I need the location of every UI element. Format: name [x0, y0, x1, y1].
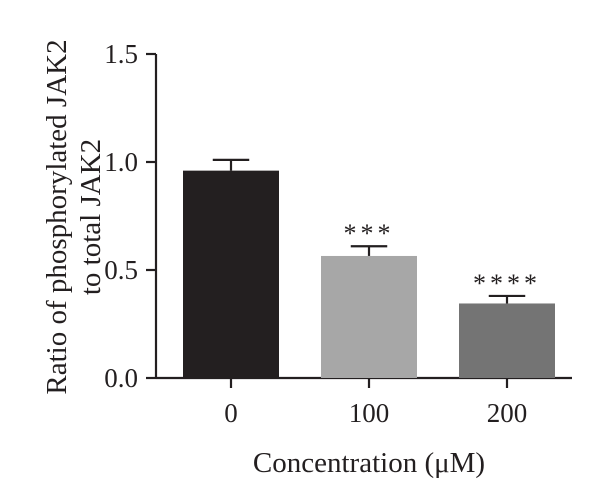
y-axis-title-line-2: to total JAK2	[75, 139, 107, 295]
y-tick-label: 0.0	[104, 363, 138, 393]
x-tick-label: 200	[487, 398, 528, 428]
bars	[183, 170, 555, 378]
y-tick-label: 1.5	[104, 39, 138, 69]
y-axis-title: Ratio of phosphorylated JAK2 to total JA…	[41, 39, 107, 394]
x-axis: 0 100 200	[156, 376, 572, 428]
significance-labels: *******	[344, 219, 541, 298]
x-axis-title: Concentration (μM)	[253, 447, 485, 479]
x-tick-label: 0	[224, 398, 238, 428]
x-tick-label: 100	[349, 398, 390, 428]
y-axis: 0.0 0.5 1.0 1.5	[104, 39, 158, 393]
y-tick-label: 1.0	[104, 147, 138, 177]
significance-label: ****	[473, 269, 541, 298]
y-tick-label: 0.5	[104, 255, 138, 285]
error-bars	[212, 158, 526, 304]
bar-0	[183, 170, 279, 378]
significance-label: ***	[344, 219, 395, 248]
y-axis-title-line-1: Ratio of phosphorylated JAK2	[41, 39, 73, 394]
bar-200	[459, 303, 555, 378]
bar-100	[321, 255, 417, 378]
